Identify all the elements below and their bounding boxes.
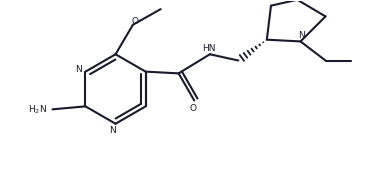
Text: N: N bbox=[75, 65, 82, 74]
Text: O: O bbox=[190, 104, 197, 113]
Text: O: O bbox=[131, 17, 138, 26]
Text: HN: HN bbox=[202, 44, 216, 53]
Text: H$_2$N: H$_2$N bbox=[27, 103, 46, 116]
Text: N: N bbox=[109, 126, 116, 135]
Text: N: N bbox=[298, 32, 305, 40]
